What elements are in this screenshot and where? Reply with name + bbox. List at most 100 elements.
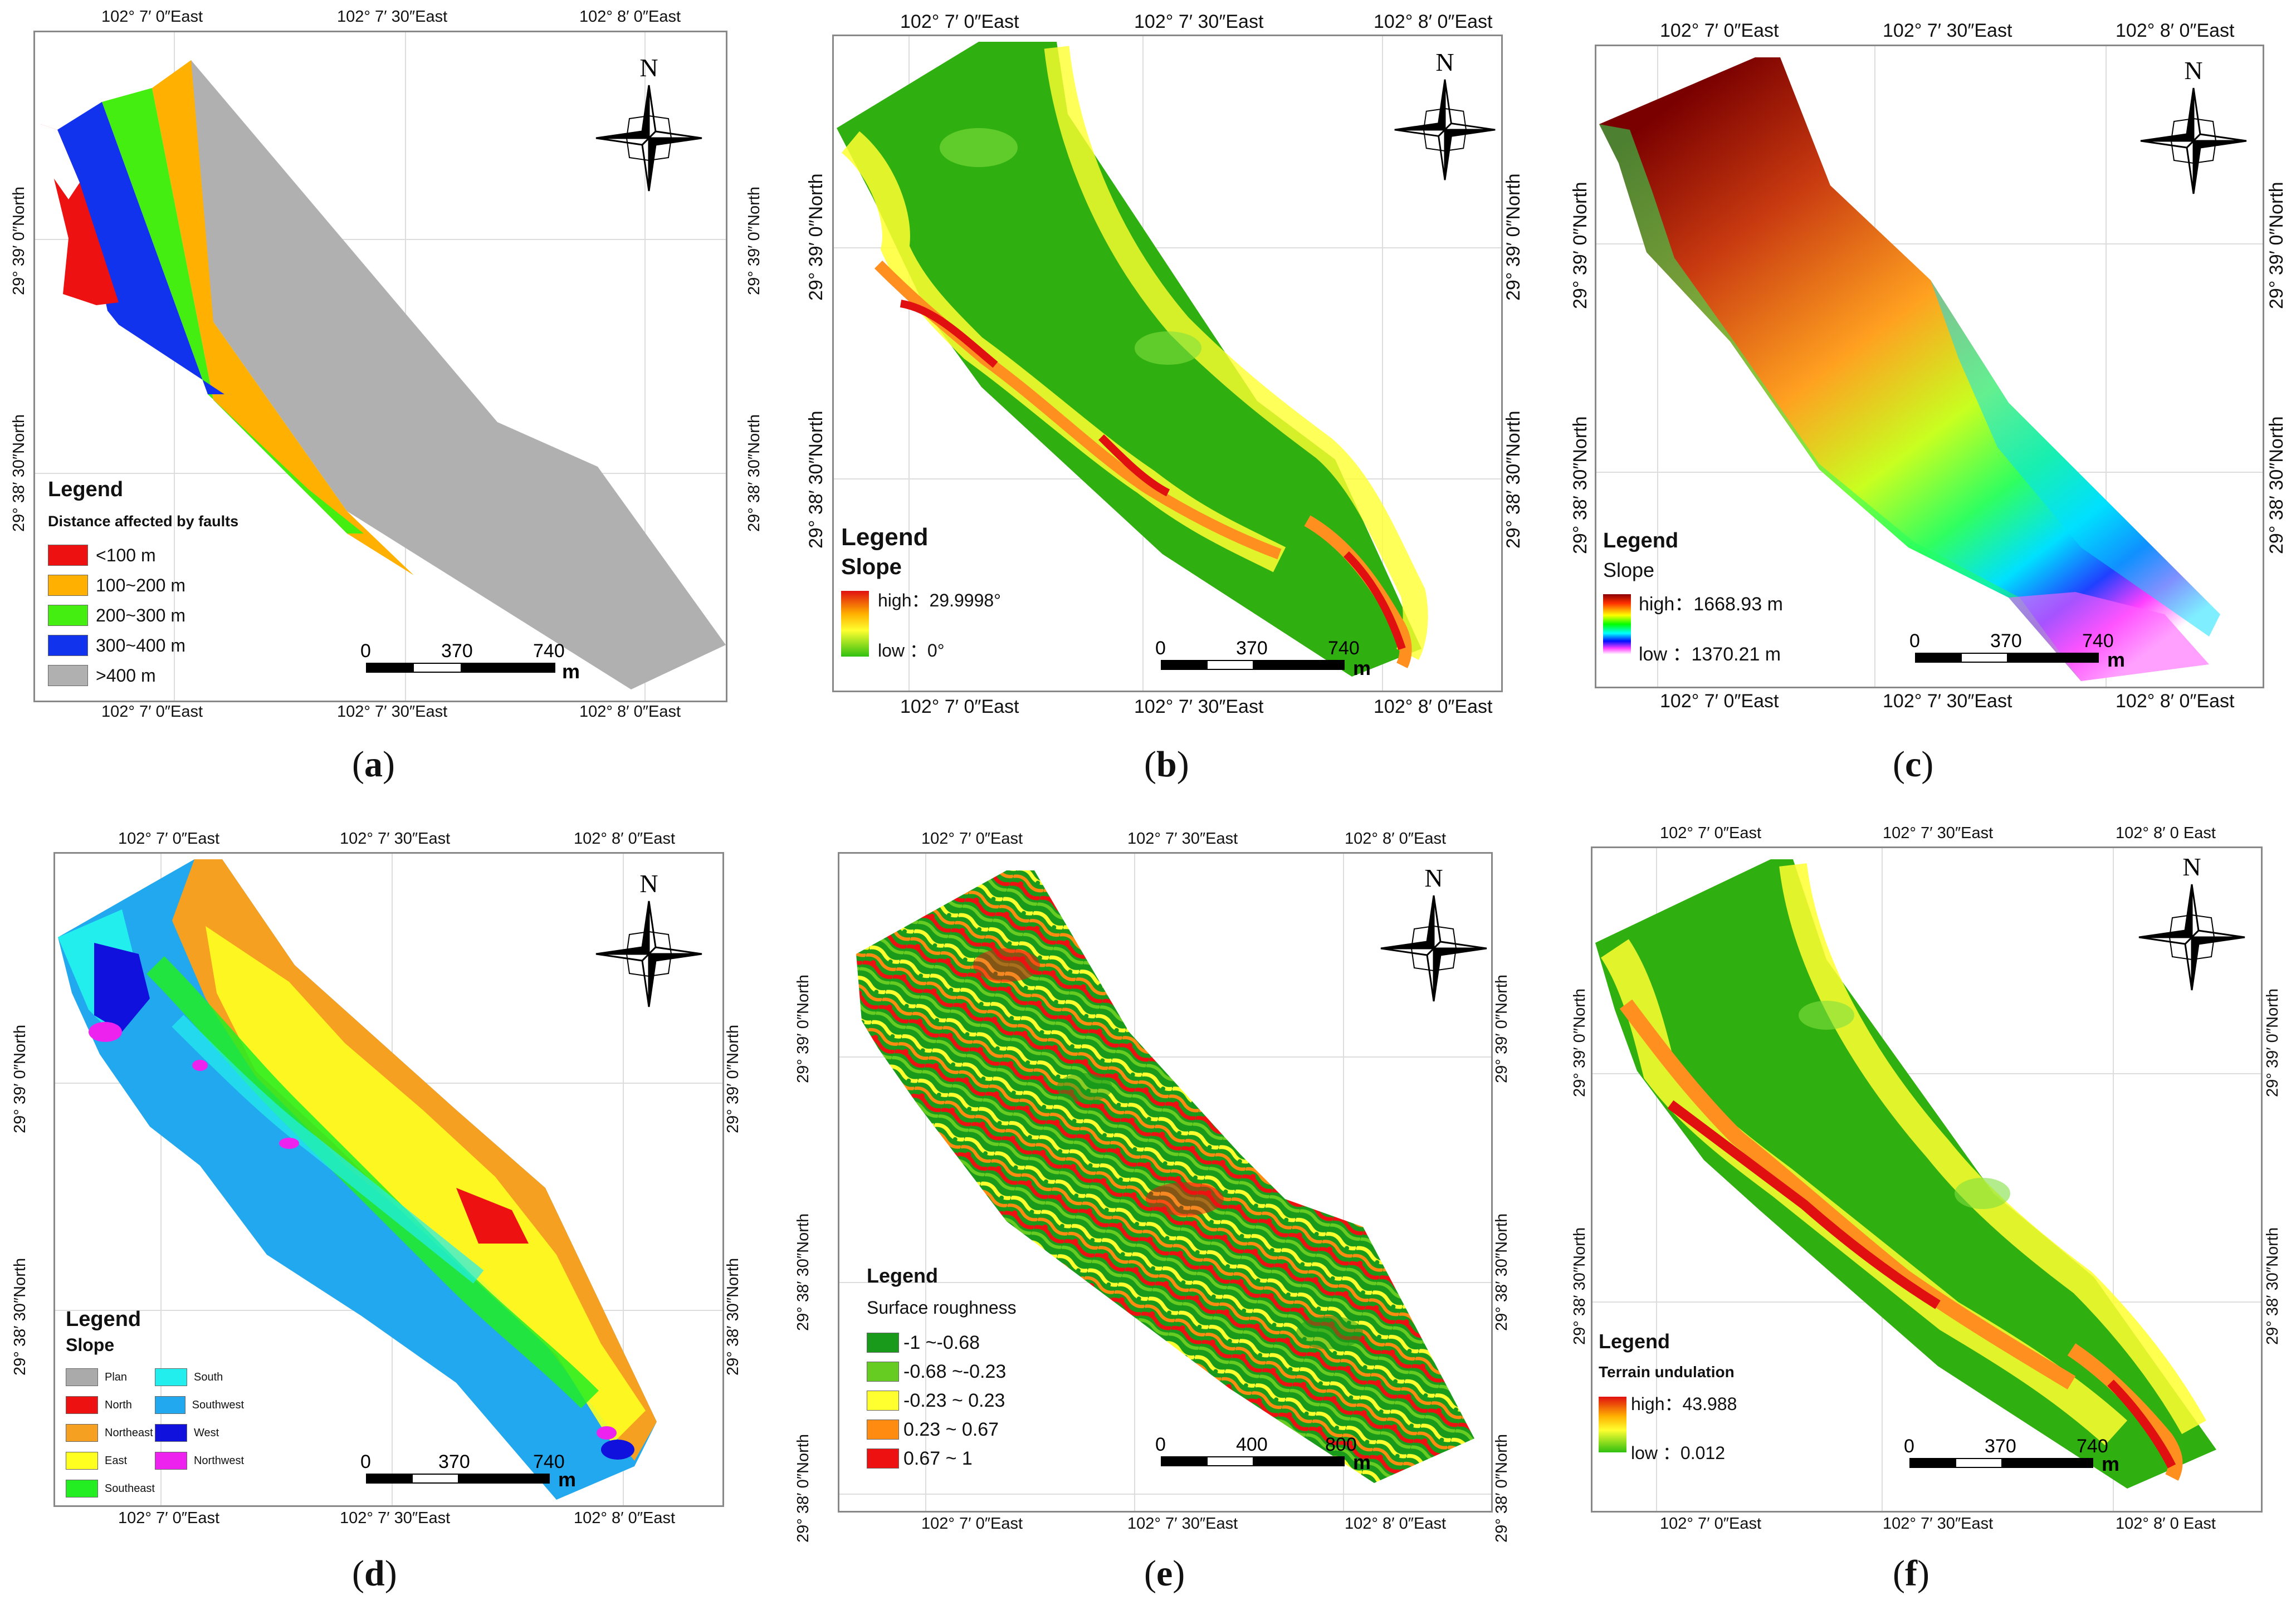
legend-subtitle: Slope [841,555,902,579]
aspect-map [55,854,722,1505]
bottom-coord: 102° 7′ 30″East [1127,1515,1238,1533]
legend-high: high：1668.93 m [1639,594,1783,615]
scale-unit: m [562,660,580,683]
legend-title: Legend [1603,529,1679,552]
top-coord: 102° 7′ 30″East [1134,11,1264,32]
legend: Legend Terrain undulation high：43.988 lo… [1599,1330,1794,1463]
compass-icon [1389,77,1501,183]
legend-high: high：43.988 [1631,1394,1737,1414]
legend-swatch [155,1368,187,1386]
scale-label: 0 [1155,638,1166,659]
panel-c: 102° 7′ 0″East 102° 7′ 30″East 102° 8′ 0… [1531,0,2296,796]
north-arrow: N [2138,56,2249,199]
legend-swatch [48,665,88,686]
legend-label: -0.68 ~-0.23 [903,1360,1007,1382]
scale-bar: 0 370 740 m [1904,1436,2119,1475]
scale-label: 0 [1904,1436,1914,1457]
legend-label: <100 m [96,545,156,565]
slope-band-east [1044,46,1428,660]
scale-label: 0 [1909,630,1920,652]
north-label: N [1435,48,1454,76]
compass-icon [2138,85,2249,197]
scale-bar: 0 400 800 m [1155,1434,1371,1474]
scale-label: 740 [533,640,565,662]
legend-item: 200~300 m [48,600,238,630]
bottom-coord: 102° 8′ 0 East [2116,1515,2216,1533]
left-coord: 29° 39′ 0″North [794,975,812,1083]
caption: (c) [1893,744,1934,785]
legend-label: 0.23 ~ 0.67 [903,1418,999,1440]
caption: (b) [1144,744,1189,785]
scale-label: 800 [1325,1434,1357,1455]
scale-label: 740 [533,1451,565,1472]
scale-label: 740 [2077,1436,2108,1457]
top-coord: 102° 8′ 0″East [579,8,681,26]
panel-b: 102° 7′ 0″East 102° 7′ 30″East 102° 8′ 0… [765,0,1531,796]
panel-e: 102° 7′ 0″East 102° 7′ 30″East 102° 8′ 0… [765,819,1531,1615]
left-coord: 29° 38′ 30″North [1570,416,1591,555]
legend-subtitle: Distance affected by faults [48,513,239,530]
legend: Legend Slope Plan North Northeast East South… [66,1308,244,1503]
legend-item: Northeast [66,1419,155,1447]
top-coord: 102° 7′ 0″East [118,830,220,848]
legend-label: Plan [105,1371,128,1383]
legend-swatch [66,1452,98,1470]
terrain-body [1595,859,2216,1489]
terrain-body [837,42,1421,677]
bottom-coord: 102° 7′ 0″East [1660,1515,1762,1533]
north-label: N [639,869,658,898]
right-coord: 29° 38′ 30″North [1503,410,1524,549]
zone-100-200 [152,60,414,575]
legend: Legend Surface roughness -1 ~-0.68 -0.68 … [867,1264,1017,1473]
map-frame [1591,846,2263,1513]
left-coord: 29° 38′ 30″North [10,414,28,532]
legend-item: Plan [66,1363,155,1391]
scale-bar: 0 370 740 m [360,1451,576,1491]
zone-200-300 [102,88,364,534]
right-coord: 29° 39′ 0″North [2264,988,2282,1097]
bottom-coord: 102° 7′ 30″East [337,703,448,721]
left-coord: 29° 38′ 30″North [11,1257,29,1376]
top-coord: 102° 7′ 30″East [337,8,448,26]
legend-label: 0.67 ~ 1 [903,1447,973,1469]
compass-icon [590,898,707,1010]
legend-label: Northwest [193,1454,244,1467]
top-coord: 102° 8′ 0″East [2116,20,2235,41]
legend-label: -0.23 ~ 0.23 [903,1389,1005,1411]
zone-300-400 [57,102,224,394]
scale-bar: 0 370 740 m [1909,630,2125,671]
scale-unit: m [558,1468,577,1491]
legend-item: North [66,1391,155,1419]
map-frame [838,852,1493,1513]
legend-swatch [867,1420,899,1440]
bottom-coord: 102° 7′ 30″East [340,1509,451,1527]
legend-item: -0.23 ~ 0.23 [867,1386,1017,1415]
bottom-coord: 102° 7′ 0″East [921,1515,1023,1533]
panel-f: 102° 7′ 0″East 102° 7′ 30″East 102° 8′ 0… [1531,819,2296,1615]
bottom-coord: 102° 7′ 0″East [1660,691,1779,712]
right-coord: 29° 38′ 30″North [2266,416,2287,555]
legend-swatch [867,1362,899,1382]
bottom-coord: 102° 8′ 0″East [574,1509,676,1527]
bottom-coord: 102° 7′ 0″East [900,696,1019,717]
right-coord: 29° 39′ 0″North [1503,173,1524,301]
legend-title: Legend [867,1264,939,1287]
legend-item: West [155,1419,244,1447]
right-coord: 29° 38′ 30″North [1493,1213,1511,1331]
scale-unit: m [2107,648,2126,671]
fault-distance-map [35,32,726,701]
scale-label: 370 [1990,630,2022,652]
north-label: N [2182,853,2201,881]
scale-unit: m [2102,1452,2120,1475]
bottom-coord: 102° 7′ 0″East [101,703,203,721]
north-arrow: N [590,869,707,1012]
bottom-coord: 102° 7′ 0″East [118,1509,220,1527]
right-coord: 29° 39′ 0″North [745,187,763,295]
right-coord: 29° 38′ 30″North [745,414,763,532]
legend-swatch [155,1452,187,1470]
zone-over-400 [163,60,726,689]
compass-icon [590,82,707,194]
legend-label: 200~300 m [96,605,186,625]
caption: (e) [1144,1553,1185,1594]
bottom-coord: 102° 8′ 0″East [2116,691,2235,712]
